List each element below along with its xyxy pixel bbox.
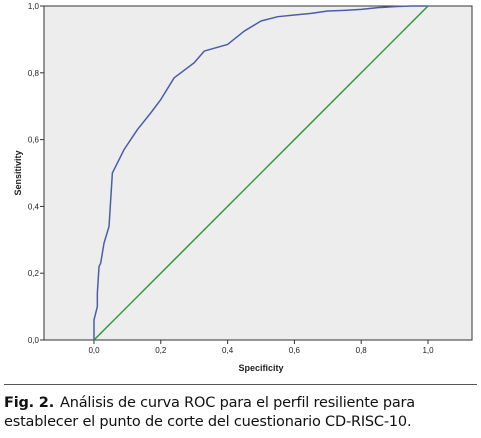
x-tick-label: 1,0 bbox=[422, 346, 434, 355]
roc-curve bbox=[93, 5, 428, 340]
y-tick-label: 0,8 bbox=[28, 69, 40, 78]
y-tick-label: 0,0 bbox=[28, 336, 40, 345]
x-axis-title: Specificity bbox=[238, 363, 283, 373]
x-axis-ticks: 0,0 0,2 0,4 0,6 0,8 1,0 bbox=[88, 340, 434, 355]
y-tick-label: 0,2 bbox=[28, 269, 40, 278]
y-tick-label: 0,4 bbox=[28, 202, 40, 211]
y-axis-title: Sensitivity bbox=[13, 150, 23, 195]
caption-text: Análisis de curva ROC para el perfil res… bbox=[4, 395, 415, 430]
plot-background bbox=[43, 5, 473, 341]
caption-divider bbox=[4, 384, 477, 385]
x-tick-label: 0,6 bbox=[289, 346, 301, 355]
y-axis-ticks: 0,0 0,2 0,4 0,6 0,8 1,0 bbox=[28, 2, 44, 345]
x-tick-label: 0,0 bbox=[88, 346, 100, 355]
series-layer bbox=[93, 5, 429, 341]
reference-line bbox=[93, 5, 429, 341]
x-tick-label: 0,2 bbox=[155, 346, 167, 355]
x-tick-label: 0,4 bbox=[222, 346, 234, 355]
roc-chart: 0,0 0,2 0,4 0,6 0,8 1,0 0,0 0,2 0,4 0,6 0,8 1,0 Sp… bbox=[13, 2, 473, 373]
y-tick-label: 0,6 bbox=[28, 136, 40, 145]
figure-label: Fig. 2. bbox=[4, 395, 55, 411]
x-tick-label: 0,8 bbox=[356, 346, 368, 355]
figure-caption: Fig. 2. Análisis de curva ROC para el per… bbox=[4, 394, 480, 432]
y-tick-label: 1,0 bbox=[28, 2, 40, 11]
